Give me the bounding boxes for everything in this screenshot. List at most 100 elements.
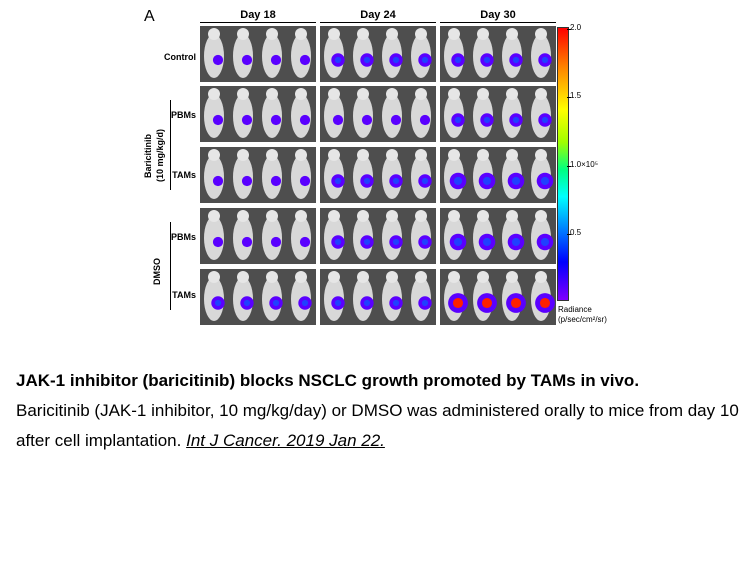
mouse-head bbox=[386, 149, 398, 161]
mouse-head bbox=[295, 210, 307, 222]
row-label-bari-tams: TAMs bbox=[172, 170, 196, 180]
mouse-silhouette bbox=[233, 34, 253, 78]
mouse-head bbox=[477, 149, 489, 161]
mouse-head bbox=[295, 271, 307, 283]
mouse-image-cell bbox=[200, 147, 316, 203]
bioluminescence-core bbox=[512, 116, 520, 124]
mouse-head bbox=[266, 88, 278, 100]
colorbar-tick-label: 0.5 bbox=[570, 228, 582, 237]
group-bracket bbox=[170, 222, 171, 310]
bioluminescence-core bbox=[483, 56, 491, 64]
mouse-head bbox=[386, 28, 398, 40]
mouse-image-cell bbox=[320, 269, 436, 325]
bioluminescence-core bbox=[453, 176, 463, 186]
bioluminescence-core bbox=[392, 238, 400, 246]
mouse-image-cell bbox=[320, 147, 436, 203]
bioluminescence-core bbox=[334, 56, 342, 64]
bioluminescence-core bbox=[301, 299, 309, 307]
bioluminescence-core bbox=[392, 177, 400, 185]
colorbar-tick-label: 2.0 bbox=[570, 23, 582, 32]
bioluminescence-core bbox=[243, 299, 251, 307]
day-label-30: Day 30 bbox=[480, 9, 516, 21]
mouse-head bbox=[506, 210, 518, 222]
mouse-head bbox=[448, 271, 460, 283]
mouse-head bbox=[266, 271, 278, 283]
mouse-head bbox=[415, 28, 427, 40]
mouse-silhouette bbox=[291, 34, 311, 78]
mouse-head bbox=[208, 88, 220, 100]
mouse-head bbox=[266, 149, 278, 161]
caption-body: Baricitinib (JAK-1 inhibitor, 10 mg/kg/d… bbox=[16, 396, 746, 456]
mouse-head bbox=[357, 28, 369, 40]
bioluminescence-signal bbox=[270, 54, 282, 66]
mouse-image-cell bbox=[440, 269, 556, 325]
bioluminescence-core bbox=[392, 56, 400, 64]
mouse-head bbox=[415, 271, 427, 283]
mouse-image-cell bbox=[320, 86, 436, 142]
mouse-silhouette bbox=[324, 94, 344, 138]
panel-letter: A bbox=[144, 8, 155, 25]
mouse-head bbox=[506, 88, 518, 100]
day-underline bbox=[200, 22, 316, 23]
mouse-silhouette bbox=[291, 94, 311, 138]
colorbar-tick bbox=[567, 97, 571, 98]
mouse-head bbox=[295, 88, 307, 100]
row-label-control: Control bbox=[164, 52, 196, 62]
mouse-image-cell bbox=[200, 86, 316, 142]
day-underline bbox=[440, 22, 556, 23]
mouse-silhouette bbox=[291, 155, 311, 199]
mouse-head bbox=[237, 149, 249, 161]
mouse-head bbox=[535, 88, 547, 100]
figure-caption: JAK-1 inhibitor (baricitinib) blocks NSC… bbox=[16, 366, 746, 456]
mouse-image-cell bbox=[320, 208, 436, 264]
mouse-head bbox=[328, 28, 340, 40]
bioluminescence-core bbox=[454, 56, 462, 64]
mouse-head bbox=[357, 271, 369, 283]
bioluminescence-signal bbox=[241, 175, 253, 187]
mouse-head bbox=[208, 149, 220, 161]
mouse-silhouette bbox=[353, 94, 373, 138]
bioluminescence-core bbox=[421, 56, 429, 64]
group-label-baricitinib: Baricitinib bbox=[143, 133, 153, 178]
mouse-image-cell bbox=[320, 26, 436, 82]
colorbar-units: Radiance (p/sec/cm²/sr) bbox=[558, 305, 607, 325]
mouse-head bbox=[477, 210, 489, 222]
mouse-head bbox=[328, 271, 340, 283]
bioluminescence-signal bbox=[270, 236, 282, 248]
mouse-head bbox=[506, 149, 518, 161]
mouse-image-cell bbox=[200, 269, 316, 325]
mouse-image-cell bbox=[200, 26, 316, 82]
bioluminescence-signal bbox=[299, 236, 311, 248]
mouse-silhouette bbox=[204, 34, 224, 78]
day-underline bbox=[320, 22, 436, 23]
mouse-head bbox=[535, 28, 547, 40]
mouse-head bbox=[448, 210, 460, 222]
bioluminescence-core bbox=[510, 297, 522, 309]
bioluminescence-core bbox=[540, 176, 550, 186]
bioluminescence-signal bbox=[419, 114, 431, 126]
citation-link[interactable]: Int J Cancer. 2019 Jan 22. bbox=[186, 431, 385, 450]
mouse-silhouette bbox=[204, 216, 224, 260]
mouse-silhouette bbox=[262, 216, 282, 260]
bioluminescence-signal bbox=[241, 54, 253, 66]
bioluminescence-signal bbox=[241, 236, 253, 248]
bioluminescence-core bbox=[482, 176, 492, 186]
group-bracket bbox=[170, 100, 171, 190]
mouse-head bbox=[328, 210, 340, 222]
bioluminescence-core bbox=[541, 116, 549, 124]
bioluminescence-core bbox=[363, 56, 371, 64]
bioluminescence-core bbox=[541, 56, 549, 64]
row-label-dmso-pbms: PBMs bbox=[170, 232, 196, 242]
mouse-head bbox=[295, 28, 307, 40]
colorbar-tick bbox=[567, 234, 571, 235]
caption-title: JAK-1 inhibitor (baricitinib) blocks NSC… bbox=[16, 371, 640, 390]
mouse-image-cell bbox=[440, 208, 556, 264]
mouse-head bbox=[448, 28, 460, 40]
mouse-image-cell bbox=[440, 86, 556, 142]
mouse-head bbox=[477, 28, 489, 40]
mouse-silhouette bbox=[262, 94, 282, 138]
bioluminescence-signal bbox=[212, 236, 224, 248]
mouse-head bbox=[208, 210, 220, 222]
bioluminescence-core bbox=[539, 297, 551, 309]
mouse-head bbox=[477, 88, 489, 100]
